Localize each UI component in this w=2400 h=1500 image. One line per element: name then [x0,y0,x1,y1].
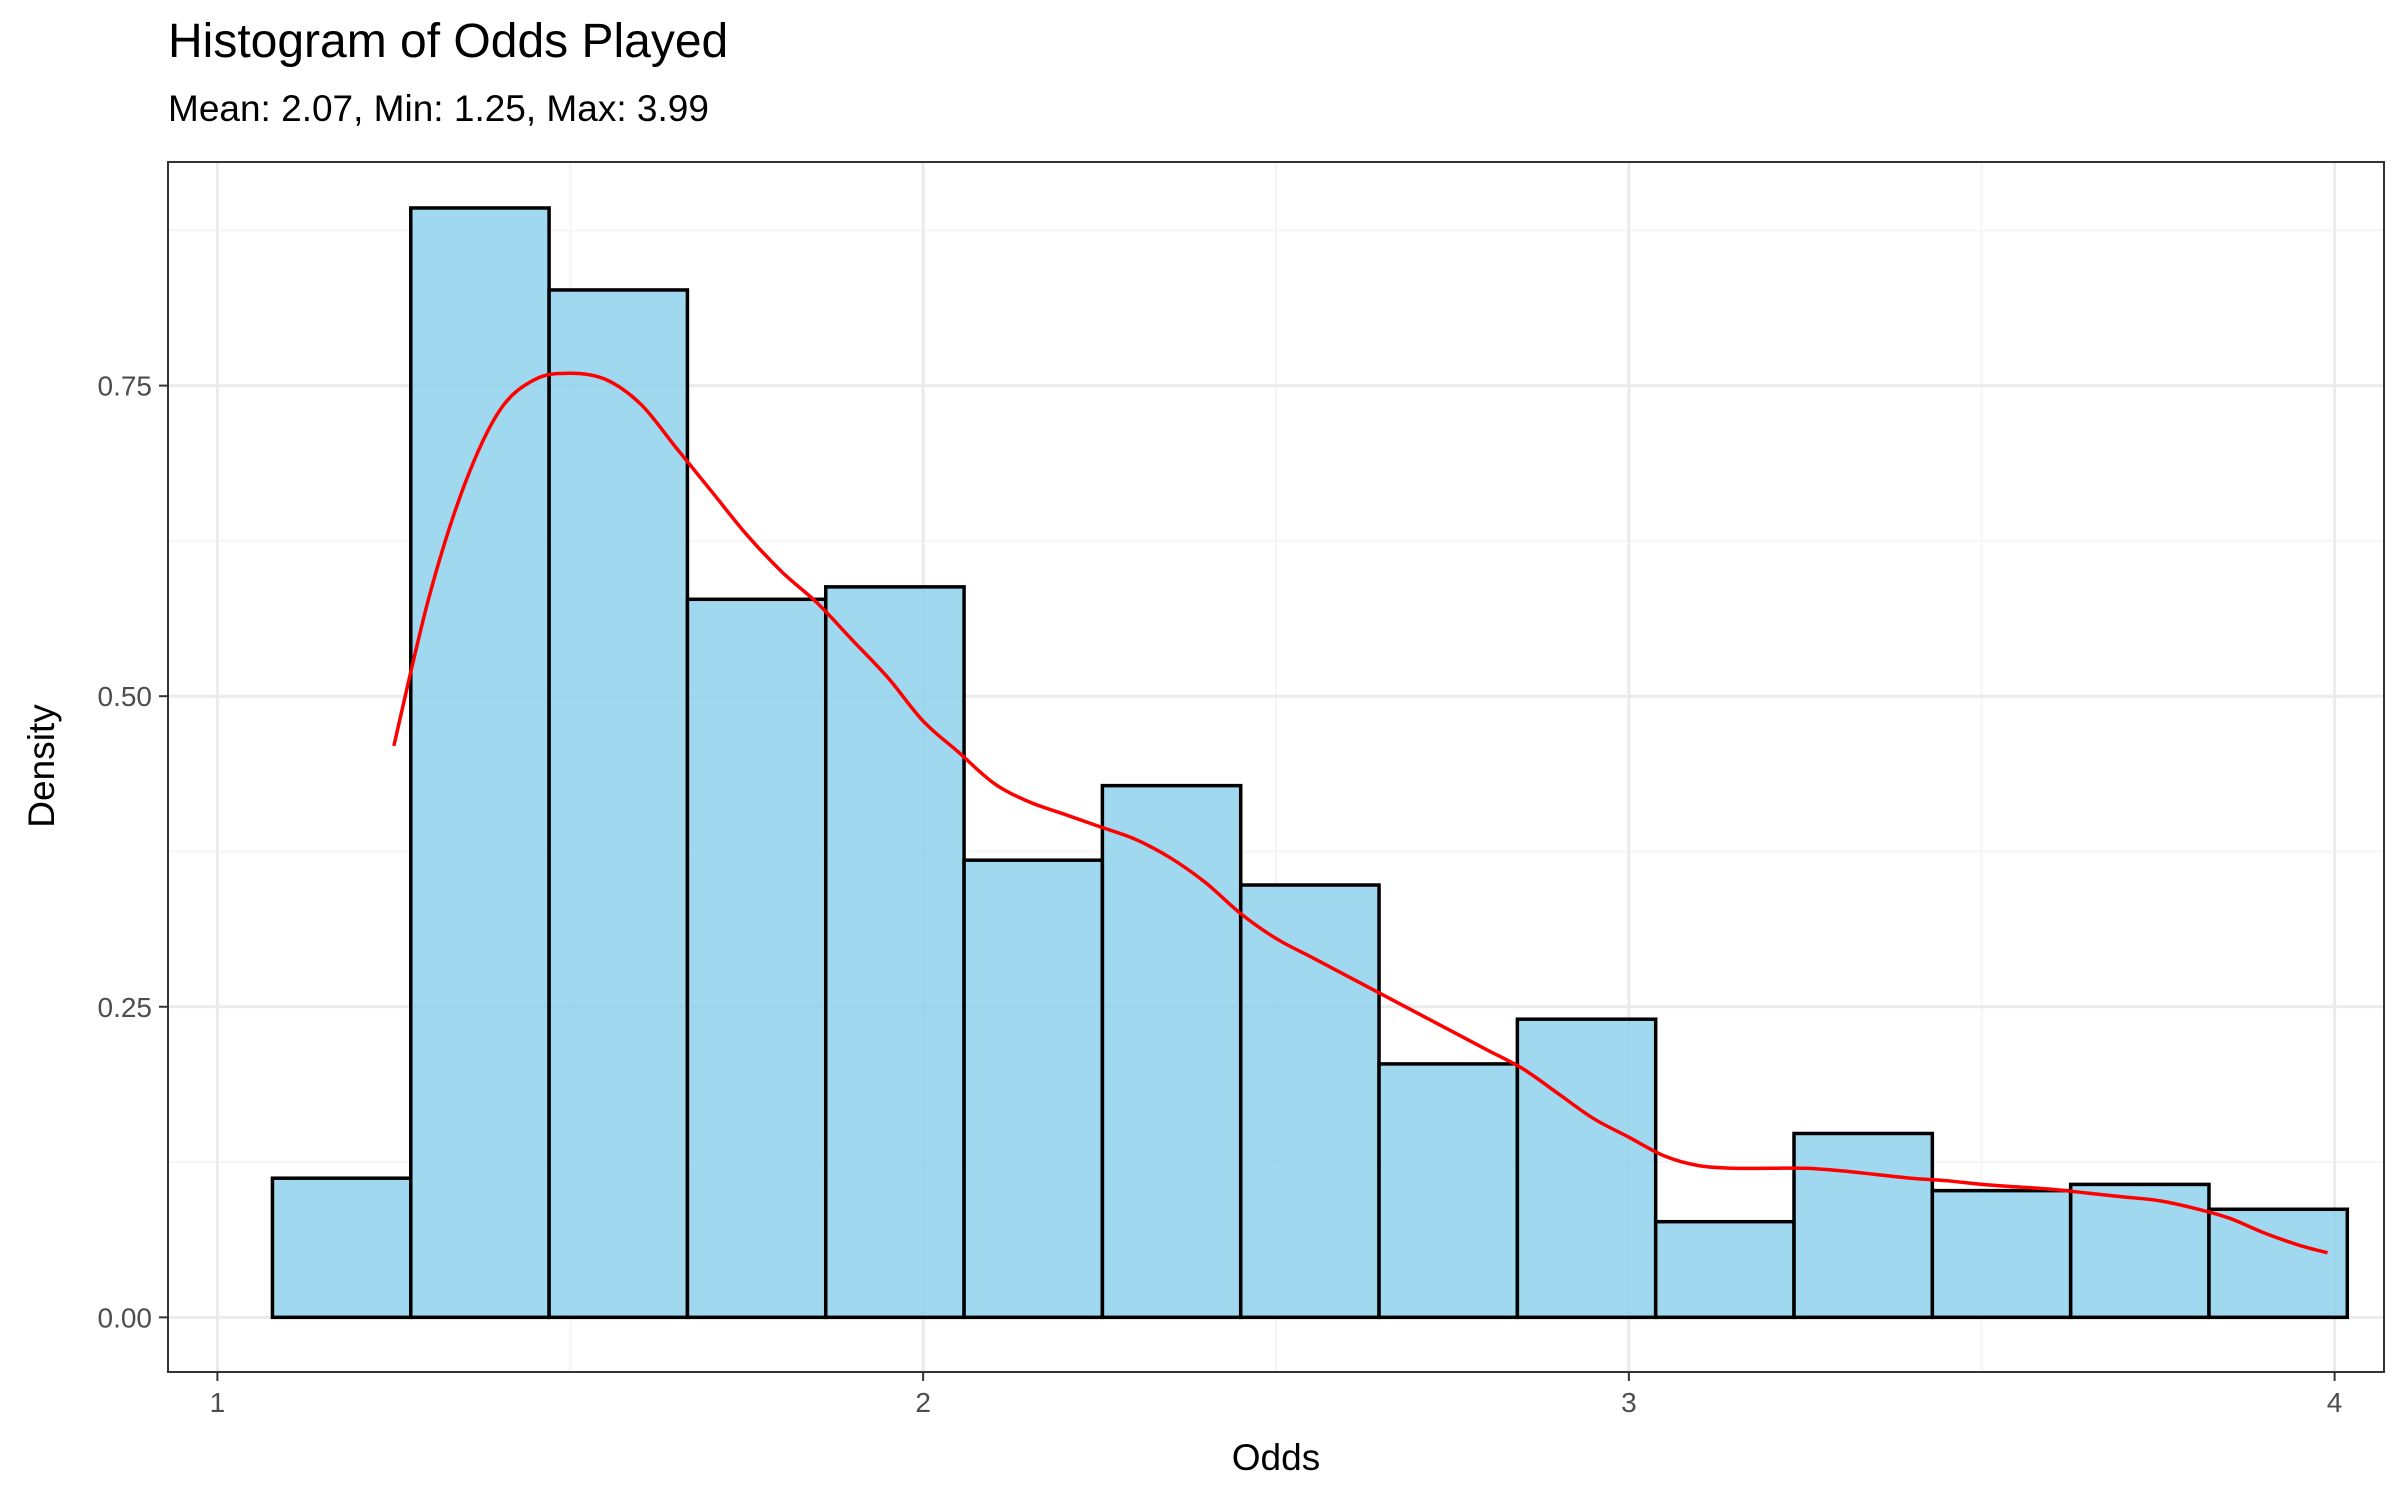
y-tick-label: 0.25 [98,992,153,1023]
histogram-bar [270,1176,413,1320]
y-axis-title: Density [21,704,62,828]
x-tick-label: 2 [915,1387,931,1418]
histogram-bar [1930,1188,2073,1320]
density-curve-group [392,371,2328,1255]
x-tick-label: 3 [1621,1387,1637,1418]
x-axis-title: Odds [1232,1437,1320,1478]
histogram-bar [1377,1062,1520,1320]
y-tick-label: 0.50 [98,681,153,712]
histogram-bar [1792,1131,1935,1320]
histogram-bar [962,858,1105,1320]
chart-subtitle: Mean: 2.07, Min: 1.25, Max: 3.99 [168,88,709,129]
histogram-bar [1653,1219,1796,1320]
y-tick-label: 0.00 [98,1302,153,1333]
chart-title: Histogram of Odds Played [168,15,729,68]
x-tick-label: 4 [2327,1387,2343,1418]
histogram-bar [2207,1207,2350,1320]
x-tick-label: 1 [210,1387,226,1418]
y-axis-ticks: 0.00 0.25 0.50 0.75 [98,371,168,1333]
histogram-bar [1100,783,1243,1320]
histogram-bar [2068,1182,2211,1320]
histogram-bar [547,288,690,1320]
histogram-bar [823,585,966,1320]
x-axis-ticks: 1 2 3 4 [210,1372,2343,1418]
histogram-bar [685,597,828,1320]
panel-border [167,161,2385,1373]
y-tick-label: 0.75 [98,371,153,402]
density-curve [392,371,2328,1255]
histogram-bar [1515,1017,1658,1320]
histogram-bar [409,206,551,1320]
histogram-bars [270,206,2350,1320]
histogram-bar [1238,883,1381,1320]
